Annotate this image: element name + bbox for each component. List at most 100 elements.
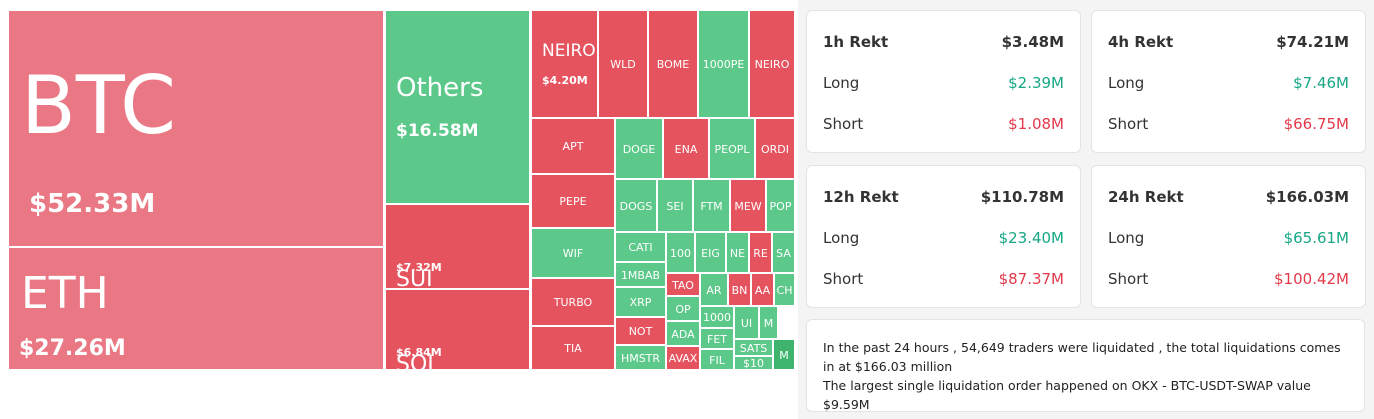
tile-label: EIG xyxy=(701,246,720,260)
tile-label: TIA xyxy=(564,342,582,355)
treemap-tile: 100 xyxy=(666,232,695,273)
summary-line: In the past 24 hours , 54,649 traders we… xyxy=(823,340,1341,374)
stat-row: 24h Rekt $166.03M xyxy=(1108,188,1349,206)
treemap-tile: SA xyxy=(772,232,795,273)
tile-label: FTM xyxy=(700,199,723,213)
treemap-tile: APT xyxy=(531,118,615,174)
treemap: BTC $52.33M ETH $27.26M Others $16.58M SUI $7.3… xyxy=(8,10,795,370)
treemap-tile: FIL xyxy=(700,349,734,370)
tile-label: 1MBAB xyxy=(620,268,661,282)
tile-label: ENA xyxy=(674,142,698,156)
stat-row: Short $66.75M xyxy=(1108,115,1349,133)
treemap-tile: TURBO xyxy=(531,278,615,326)
tile-label: SOL xyxy=(396,352,440,370)
tile-label: 1000 xyxy=(703,311,731,324)
treemap-tile: FET xyxy=(700,328,734,349)
stat-value: $87.37M xyxy=(998,270,1064,288)
tile-label: NEIRO xyxy=(754,58,790,71)
treemap-tile: AA xyxy=(751,273,774,306)
treemap-tile: M xyxy=(773,339,795,370)
treemap-tile: MEW xyxy=(730,179,766,232)
stat-label: Short xyxy=(823,115,864,133)
treemap-tile: EIG xyxy=(695,232,726,273)
stat-label: 4h Rekt xyxy=(1108,33,1174,51)
treemap-tile: WIF xyxy=(531,228,615,278)
treemap-tile: NOT xyxy=(615,317,666,345)
treemap-tile: WLD xyxy=(598,10,648,118)
treemap-tile: PEOPL xyxy=(709,118,755,179)
tile-label: BOME xyxy=(656,58,690,71)
treemap-tile: CATI xyxy=(615,232,666,262)
tile-value: $27.26M xyxy=(19,336,126,361)
tile-label: RE xyxy=(753,246,768,260)
treemap-tile: DOGE xyxy=(615,118,663,179)
stat-label: Short xyxy=(823,270,864,288)
treemap-tile: OP xyxy=(666,296,700,321)
treemap-tile: BOME xyxy=(648,10,698,118)
tile-label: POP xyxy=(769,199,792,213)
stat-row: Short $100.42M xyxy=(1108,270,1349,288)
stat-label: Long xyxy=(1108,229,1145,247)
tile-label: APT xyxy=(562,140,584,153)
stat-label: 1h Rekt xyxy=(823,33,889,51)
stat-row: 1h Rekt $3.48M xyxy=(823,33,1064,51)
tile-label: PEOPL xyxy=(714,142,750,156)
stat-value: $1.08M xyxy=(1008,115,1064,133)
treemap-tile: SATS xyxy=(734,339,773,356)
tile-label: CATI xyxy=(628,241,653,254)
tile-label: SATS xyxy=(739,341,768,355)
tile-label: BN xyxy=(731,283,748,297)
tile-label: BTC xyxy=(21,59,176,152)
treemap-tile: TIA xyxy=(531,326,615,370)
tile-label: ADA xyxy=(671,327,695,341)
treemap-tile: NEIRO xyxy=(749,10,795,118)
treemap-tile: 1000PE xyxy=(698,10,749,118)
tile-label: SEI xyxy=(666,199,684,213)
tile-label: DOGS xyxy=(619,199,653,213)
treemap-tile: POP xyxy=(766,179,795,232)
treemap-tile: HMSTR xyxy=(615,345,666,370)
stat-value: $100.42M xyxy=(1274,270,1349,288)
stat-card: 1h Rekt $3.48M Long $2.39M Short $1.08M xyxy=(806,10,1081,153)
tile-label: NE xyxy=(729,246,746,260)
tile-label: ETH xyxy=(21,268,109,319)
stat-value: $166.03M xyxy=(1265,188,1349,206)
treemap-tile: 1MBAB xyxy=(615,262,666,287)
treemap-tile: FTM xyxy=(693,179,730,232)
treemap-tile: $10 xyxy=(734,356,773,370)
stat-label: Long xyxy=(823,74,860,92)
tile-label: TAO xyxy=(672,278,694,292)
stat-value: $3.48M xyxy=(1001,33,1064,51)
tile-label: XRP xyxy=(629,296,652,309)
treemap-tile: XRP xyxy=(615,287,666,317)
stat-value: $23.40M xyxy=(998,229,1064,247)
treemap-tile: NEIRO $4.20M xyxy=(531,10,598,118)
tile-label: MEW xyxy=(734,199,762,213)
treemap-tile: 1000 xyxy=(700,306,734,328)
summary-line: The largest single liquidation order hap… xyxy=(823,378,1311,412)
tile-label: M xyxy=(779,348,789,362)
tile-label: AR xyxy=(706,283,722,297)
treemap-tile: ETH $27.26M xyxy=(8,247,384,370)
tile-label: TURBO xyxy=(553,296,593,309)
stat-row: Long $23.40M xyxy=(823,229,1064,247)
tile-label: WIF xyxy=(562,247,584,260)
tile-label: AA xyxy=(754,283,771,297)
stat-label: Long xyxy=(1108,74,1145,92)
stat-card: 12h Rekt $110.78M Long $23.40M Short $87.37M xyxy=(806,165,1081,308)
tile-label: PEPE xyxy=(559,195,587,208)
stat-value: $74.21M xyxy=(1276,33,1349,51)
tile-label: NOT xyxy=(628,325,653,338)
treemap-tile: CH xyxy=(774,273,795,306)
summary-card: In the past 24 hours , 54,649 traders we… xyxy=(806,319,1365,412)
stat-row: 4h Rekt $74.21M xyxy=(1108,33,1349,51)
treemap-tile: TAO xyxy=(666,273,700,296)
treemap-tile: AR xyxy=(700,273,728,306)
tile-label: NEIRO xyxy=(542,41,596,61)
tile-label: OP xyxy=(675,302,691,316)
tile-label: 100 xyxy=(670,246,691,260)
stat-row: 12h Rekt $110.78M xyxy=(823,188,1064,206)
tile-value: $4.20M xyxy=(542,74,588,87)
tile-label: M xyxy=(763,316,774,330)
tile-label: FET xyxy=(707,332,727,346)
